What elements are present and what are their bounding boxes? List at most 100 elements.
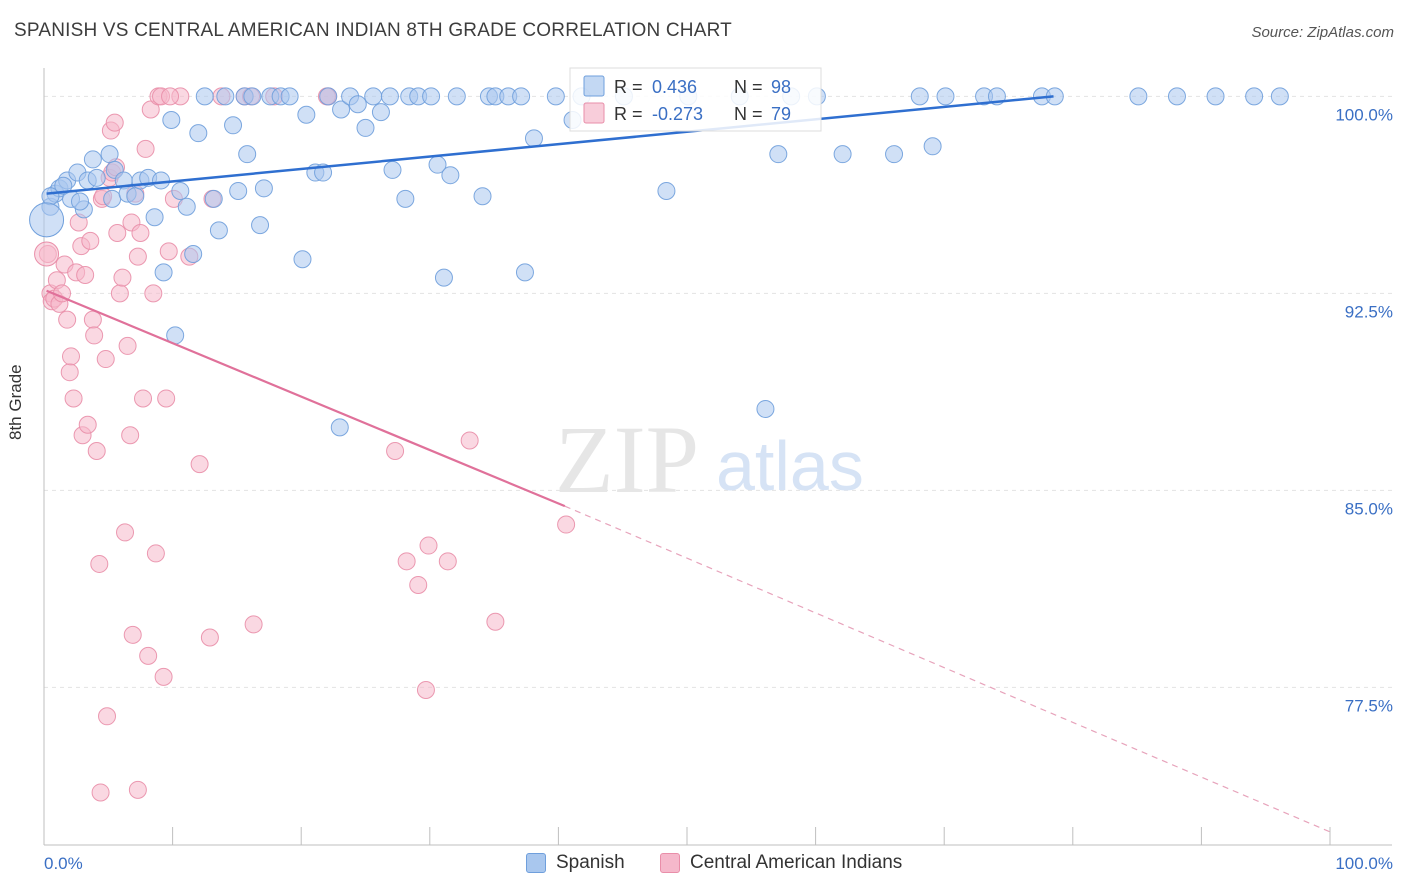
spanish-point-65: [515, 263, 534, 282]
central-american-indians-point-37: [123, 625, 142, 644]
spanish-point-77: [885, 145, 904, 164]
central-american-indians-point-20: [85, 326, 104, 345]
central-american-indians-point-43: [139, 646, 158, 665]
central-american-indians-point-24: [96, 350, 115, 369]
central-american-indians-point-41: [134, 389, 153, 408]
spanish-point-30: [224, 116, 243, 135]
legend-top-swatch-1: [583, 102, 605, 124]
central-american-indians-point-17: [78, 415, 97, 434]
spanish-point-93: [83, 150, 102, 169]
central-american-indians-point-11: [64, 389, 83, 408]
legend-swatch-spanish: [526, 853, 546, 873]
spanish-point-20: [162, 111, 181, 130]
legend-bottom: Spanish Central American Indians: [0, 852, 1406, 878]
chart-title: SPANISH VS CENTRAL AMERICAN INDIAN 8TH G…: [14, 20, 732, 41]
spanish-point-91: [54, 176, 73, 195]
central-american-indians-point-19: [83, 310, 102, 329]
legend-top-swatch-0: [583, 75, 605, 97]
spanish-point-58: [441, 166, 460, 185]
central-american-indians-point-30: [108, 223, 127, 242]
x-tick-labels: 0.0% 100.0%: [44, 854, 1393, 873]
trend-lines: [46, 95, 1331, 833]
legend-item-central-american-indians[interactable]: Central American Indians: [660, 852, 902, 874]
spanish-point-17: [145, 208, 164, 227]
spanish-point-59: [447, 87, 466, 106]
spanish-point-22: [171, 181, 190, 200]
spanish-point-34: [251, 216, 270, 235]
spanish-point-25: [189, 124, 208, 143]
legend-top-box: [569, 67, 822, 132]
central-american-indians-point-35: [121, 426, 140, 445]
central-american-indians-point-66: [419, 536, 438, 555]
spanish-point-66: [524, 129, 543, 148]
spanish-point-9: [100, 145, 119, 164]
spanish-point-89: [1270, 87, 1289, 106]
central-american-indians-point-67: [438, 552, 457, 571]
central-american-indians-point-22: [90, 554, 109, 573]
spanish-point-27: [204, 189, 223, 208]
central-american-indians-point-60: [244, 615, 263, 634]
spanish-point-23: [177, 197, 196, 216]
spanish-point-55: [422, 87, 441, 106]
central-american-indians-point-72: [128, 780, 147, 799]
spanish-point-60: [473, 187, 492, 206]
legend-top-n-label-1: N =: [734, 104, 763, 124]
spanish-point-38: [280, 87, 299, 106]
spanish-point-88: [1245, 87, 1264, 106]
central-american-indians-point-76: [161, 87, 180, 106]
central-american-indians-point-63: [397, 552, 416, 571]
watermark-atlas: atlas: [716, 427, 864, 505]
spanish-point-40: [297, 105, 316, 124]
central-american-indians-point-51: [159, 242, 178, 261]
spanish-point-79: [923, 137, 942, 156]
spanish-point-87: [1206, 87, 1225, 106]
central-american-indians-point-9: [60, 363, 79, 382]
y-tick-label-1: 85.0%: [1345, 499, 1393, 518]
central-american-indians-point-16: [76, 266, 95, 285]
spanish-point-50: [380, 87, 399, 106]
central-american-indians-point-70: [557, 515, 576, 534]
spanish-point-95: [657, 181, 676, 200]
watermark-zip: ZIP: [555, 406, 699, 513]
central-american-indians-trend-line: [46, 289, 566, 508]
legend-top-n-value-0: 98: [771, 77, 791, 97]
central-american-indians-point-49: [154, 667, 173, 686]
spanish-point-10: [103, 189, 122, 208]
legend-item-spanish[interactable]: Spanish: [526, 852, 625, 874]
central-american-indians-point-62: [386, 441, 405, 460]
spanish-point-96: [756, 399, 775, 418]
y-tick-label-2: 92.5%: [1345, 302, 1393, 321]
spanish-point-35: [254, 179, 273, 198]
central-american-indians-point-46: [146, 544, 165, 563]
spanish-point-49: [371, 103, 390, 122]
x-tick-label-1: 100.0%: [1335, 854, 1393, 873]
central-american-indians-point-65: [416, 681, 435, 700]
legend-swatch-central-american-indians: [660, 853, 680, 873]
y-tick-labels: 77.5% 85.0% 92.5% 100.0%: [1335, 105, 1393, 715]
spanish-point-86: [1167, 87, 1186, 106]
legend-top-r-value-0: 0.436: [652, 77, 697, 97]
spanish-point-92: [71, 192, 90, 211]
spanish-point-85: [1129, 87, 1148, 106]
central-american-indians-point-8: [58, 310, 77, 329]
spanish-point-97: [330, 418, 349, 437]
spanish-point-19: [154, 263, 173, 282]
central-american-indians-point-21: [87, 441, 106, 460]
central-american-indians-point-45: [144, 284, 163, 303]
spanish-point-76: [833, 145, 852, 164]
legend-top-r-label-1: R =: [614, 104, 643, 124]
spanish-point-31: [229, 181, 248, 200]
central-american-indians-point-69: [486, 612, 505, 631]
x-tick-label-0: 0.0%: [44, 854, 83, 873]
spanish-point-43: [319, 87, 338, 106]
central-american-indians-point-33: [116, 523, 135, 542]
watermark: ZIP atlas: [555, 406, 864, 513]
legend-top: R = 0.436 N = 98 R = -0.273 N = 79: [569, 67, 822, 132]
axes: [43, 68, 1392, 846]
central-american-indians-point-44: [141, 100, 160, 119]
central-american-indians-point-40: [131, 223, 150, 242]
source-label: Source: ZipAtlas.com: [1251, 24, 1394, 41]
y-tick-label-3: 100.0%: [1335, 105, 1393, 124]
spanish-trend-line: [46, 95, 1054, 195]
spanish-point-52: [396, 189, 415, 208]
